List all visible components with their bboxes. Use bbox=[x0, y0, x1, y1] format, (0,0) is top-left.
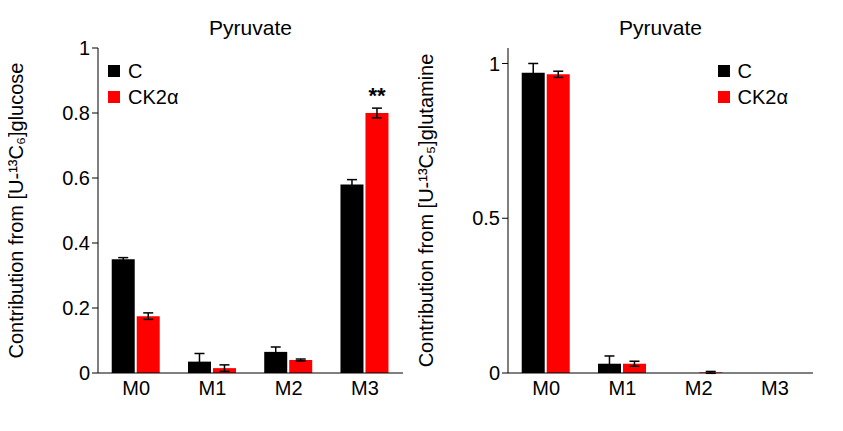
svg-text:M1: M1 bbox=[608, 377, 636, 399]
html-text:Pyruvate: Pyruvate bbox=[209, 16, 292, 39]
svg-text:0.5: 0.5 bbox=[472, 207, 500, 229]
svg-text:M0: M0 bbox=[532, 377, 560, 399]
svg-text:M3: M3 bbox=[351, 377, 379, 399]
html-text:CK2α: CK2α bbox=[737, 86, 788, 108]
svg-text:0.2: 0.2 bbox=[62, 297, 90, 319]
html-text:CK2α: CK2α bbox=[128, 86, 179, 108]
svg-text:M2: M2 bbox=[685, 377, 713, 399]
html-text:Pyruvate: Pyruvate bbox=[619, 16, 702, 39]
svg-text:Contribution from [U-¹³C₆]gluc: Contribution from [U-¹³C₆]glucose bbox=[8, 63, 27, 359]
html-text:C: C bbox=[128, 60, 143, 82]
svg-text:0.8: 0.8 bbox=[62, 102, 90, 124]
svg-text:1: 1 bbox=[79, 37, 90, 59]
svg-text:0.6: 0.6 bbox=[62, 167, 90, 189]
svg-text:1: 1 bbox=[489, 53, 500, 75]
svg-text:M0: M0 bbox=[122, 377, 150, 399]
svg-text:Contribution from [U-¹³C₅]glut: Contribution from [U-¹³C₅]glutamine bbox=[418, 54, 437, 368]
svg-text:0: 0 bbox=[79, 362, 90, 384]
svg-text:0: 0 bbox=[489, 362, 500, 384]
html-text:C: C bbox=[737, 60, 752, 82]
svg-text:**: ** bbox=[368, 83, 386, 108]
svg-text:M3: M3 bbox=[761, 377, 789, 399]
svg-text:0.4: 0.4 bbox=[62, 232, 90, 254]
svg-text:M2: M2 bbox=[275, 377, 303, 399]
svg-text:M1: M1 bbox=[198, 377, 226, 399]
